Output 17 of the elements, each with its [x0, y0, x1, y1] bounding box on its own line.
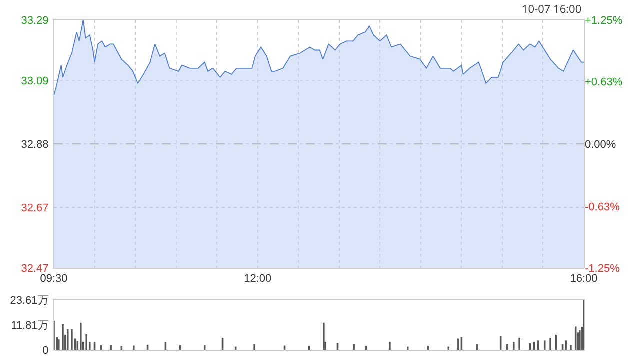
text: 10-07 16:00	[522, 2, 582, 17]
y2-tick-label: 0.00%	[585, 138, 616, 151]
y2-tick-label: +1.25%	[585, 14, 623, 27]
y-tick-label: 32.88	[21, 138, 49, 151]
y-tick-label: 23.61万	[10, 294, 49, 307]
x-tick-label: 09:30	[40, 273, 68, 286]
y-tick-label: 32.47	[21, 262, 49, 275]
y2-tick-label: -1.25%	[585, 262, 620, 275]
y-tick-label: 0	[42, 344, 49, 357]
x-tick-label: 12:00	[244, 273, 272, 286]
y-tick-label: 33.09	[21, 75, 49, 88]
y2-tick-label: -0.63%	[585, 201, 620, 214]
y2-tick-label: +0.63%	[585, 76, 623, 88]
y-tick-label: 11.81万	[11, 320, 49, 332]
y-tick-label: 33.29	[21, 14, 49, 27]
y-tick-label: 32.67	[21, 202, 49, 214]
x-tick-label: 16:00	[570, 273, 598, 286]
